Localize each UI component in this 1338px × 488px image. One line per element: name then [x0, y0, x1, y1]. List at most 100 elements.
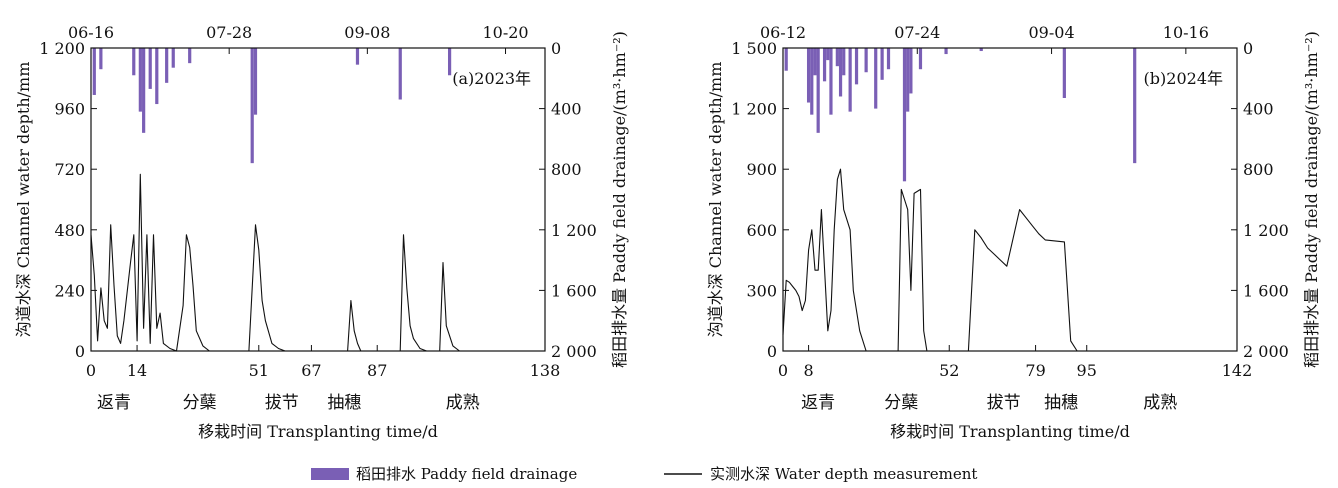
y-right-tick-label: 1 200: [551, 221, 597, 240]
drainage-bar: [835, 48, 839, 67]
drainage-bar: [842, 48, 846, 76]
panel-label: (b)2024年: [1144, 69, 1223, 88]
y-left-tick-label: 900: [746, 160, 777, 179]
stage-label: 分蘖: [884, 393, 918, 413]
top-date-label: 07-24: [894, 23, 940, 42]
drainage-bar: [447, 48, 452, 76]
drainage-bar: [848, 48, 852, 112]
x-axis-label: 移栽时间 Transplanting time/d: [890, 422, 1130, 441]
top-date-label: 09-08: [344, 23, 390, 42]
drainage-bar: [944, 48, 948, 55]
stage-label: 返青: [97, 393, 131, 413]
panel-label: (a)2023年: [452, 69, 531, 88]
stage-label: 成熟: [446, 392, 480, 413]
stage-label: 抽穗: [327, 393, 361, 413]
top-date-label: 10-16: [1163, 23, 1209, 42]
y-left-tick-label: 1 200: [731, 100, 777, 119]
drainage-bar: [864, 48, 868, 73]
drainage-bar: [188, 48, 192, 64]
drainage-bar: [829, 48, 833, 115]
drainage-bar: [826, 48, 830, 61]
top-date-label: 06-12: [760, 23, 806, 42]
x-axis-label: 移栽时间 Transplanting time/d: [198, 422, 438, 441]
legend-drainage-label: 稻田排水 Paddy field drainage: [356, 465, 577, 483]
x-tick-label: 51: [249, 361, 269, 380]
y-left-axis-label: 沟道水深 Channel water depth/mm: [706, 62, 725, 338]
y-left-tick-label: 1 200: [39, 39, 85, 58]
y-left-tick-label: 0: [767, 342, 777, 361]
drainage-bar: [1133, 48, 1137, 164]
legend-depth-label: 实测水深 Water depth measurement: [710, 465, 977, 483]
drainage-bar: [886, 48, 891, 70]
drainage-bar: [854, 48, 859, 85]
x-tick-label: 95: [1077, 361, 1097, 380]
drainage-bar: [398, 48, 402, 100]
y-left-tick-label: 1 500: [731, 39, 777, 58]
drainage-bar: [902, 48, 907, 182]
chart-panel-b: 0 300 600 900 1 200 1 500 0 400 800 1 200 1 600 2 0…: [706, 23, 1321, 441]
water-depth-line: [782, 168, 1231, 352]
drainage-bar: [909, 48, 913, 94]
plot-frame: [90, 47, 546, 352]
drainage-bar: [880, 48, 884, 80]
drainage-bar: [250, 48, 254, 164]
y-left-tick-label: 480: [54, 221, 85, 240]
x-tick-label: 0: [778, 361, 788, 380]
drainage-bar: [253, 48, 258, 115]
drainage-bar: [148, 48, 152, 89]
stage-label: 拔节: [987, 393, 1021, 413]
stage-label: 返青: [801, 393, 835, 413]
y-left-tick-label: 720: [54, 160, 85, 179]
drainage-bar: [874, 48, 878, 109]
drainage-bar: [92, 48, 96, 95]
drainage-bar: [1062, 48, 1066, 98]
plot-frame: [782, 47, 1238, 352]
stage-label: 抽穗: [1044, 393, 1078, 413]
stage-label: 分蘖: [183, 393, 217, 413]
y-right-tick-label: 800: [551, 160, 582, 179]
drainage-bar: [355, 48, 360, 65]
x-tick-label: 87: [367, 361, 387, 380]
top-date-label: 07-28: [206, 23, 252, 42]
top-date-label: 10-20: [482, 23, 528, 42]
y-right-tick-label: 1 600: [1243, 281, 1289, 300]
y-right-tick-label: 1 600: [551, 281, 597, 300]
drainage-bar: [918, 48, 923, 70]
drainage-bar: [813, 48, 817, 76]
y-right-tick-label: 800: [1243, 160, 1274, 179]
x-tick-label: 67: [301, 361, 321, 380]
y-left-tick-label: 240: [54, 281, 85, 300]
stage-label: 成熟: [1143, 392, 1177, 413]
y-left-tick-label: 960: [54, 100, 85, 119]
chart-panel-a: 0 240 480 720 960 1 200 0 400 800 1 200 1 600 2 000…: [14, 23, 629, 441]
x-tick-label: 79: [1025, 361, 1045, 380]
drainage-bar: [822, 48, 827, 82]
drainage-bar: [165, 48, 169, 83]
y-right-axis-label: 稻田排水量 Paddy field drainage/(m³·hm⁻²): [1302, 31, 1321, 368]
top-date-label: 09-04: [1029, 23, 1075, 42]
drainage-bar: [906, 48, 910, 112]
legend: 稻田排水 Paddy field drainage 实测水深 Water dep…: [311, 465, 977, 483]
x-tick-label: 0: [86, 361, 96, 380]
drainage-bar: [155, 48, 159, 105]
x-tick-label: 8: [803, 361, 813, 380]
y-right-tick-label: 0: [551, 39, 561, 58]
y-right-tick-label: 2 000: [1243, 342, 1289, 361]
drainage-bar: [838, 48, 843, 97]
drainage-bar: [979, 48, 983, 52]
x-tick-label: 142: [1222, 361, 1253, 380]
y-left-tick-label: 300: [746, 281, 777, 300]
top-date-label: 06-16: [68, 23, 114, 42]
stage-label: 拔节: [265, 393, 299, 413]
y-left-axis-label: 沟道水深 Channel water depth/mm: [14, 62, 33, 338]
x-tick-label: 52: [939, 361, 959, 380]
legend-drainage-swatch: [311, 468, 349, 480]
y-left-tick-label: 600: [746, 221, 777, 240]
x-tick-label: 14: [127, 361, 147, 380]
drainage-bar: [810, 48, 814, 115]
y-right-tick-label: 1 200: [1243, 221, 1289, 240]
drainage-bar: [806, 48, 811, 103]
drainage-bar: [142, 48, 146, 133]
y-right-tick-label: 400: [551, 100, 582, 119]
